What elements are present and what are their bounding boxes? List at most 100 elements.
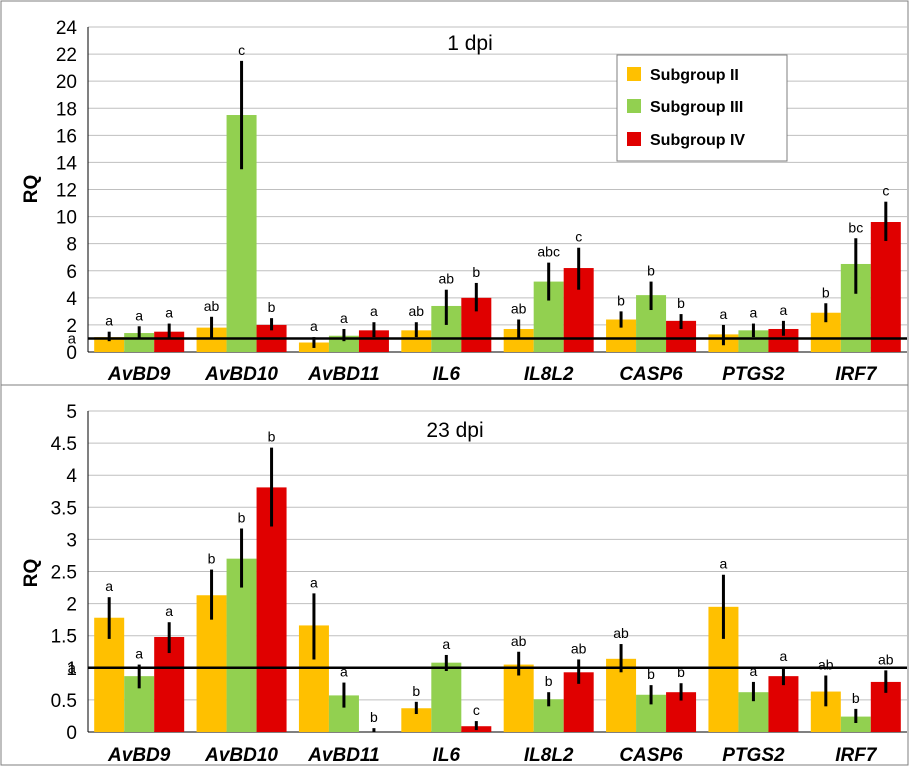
significance-label: c <box>238 42 245 58</box>
y-tick-label: 1 <box>66 659 77 680</box>
reference-line-label: a <box>68 330 77 347</box>
significance-label: b <box>472 264 480 280</box>
significance-label: b <box>617 292 625 308</box>
significance-label: a <box>135 646 143 662</box>
category-label: IL6 <box>433 364 461 385</box>
chart-title: 23 dpi <box>426 419 483 442</box>
y-tick-label: 2 <box>66 316 77 337</box>
bar <box>358 330 389 352</box>
chart-title: 1 dpi <box>447 32 493 55</box>
y-tick-label: 0.5 <box>51 691 77 712</box>
significance-label: b <box>370 709 378 725</box>
significance-label: b <box>268 429 276 445</box>
category-label: IRF7 <box>835 364 878 385</box>
y-axis-label: RQ <box>21 175 42 204</box>
significance-label: ab <box>511 301 527 317</box>
category-label: PTGS2 <box>722 364 785 385</box>
y-tick-label: 4.5 <box>51 434 77 455</box>
legend-label-subgroup-ii: Subgroup II <box>650 67 739 84</box>
y-tick-label: 5 <box>66 402 77 423</box>
y-tick-label: 8 <box>66 235 77 256</box>
category-label: AvBD10 <box>204 745 278 766</box>
significance-label: ab <box>409 303 425 319</box>
significance-label: a <box>310 318 318 334</box>
significance-label: a <box>135 307 143 323</box>
y-tick-label: 4 <box>66 289 77 310</box>
bar <box>256 487 287 732</box>
bar <box>328 335 359 352</box>
bar <box>94 337 125 352</box>
y-axis-label: RQ <box>21 559 42 588</box>
significance-label: bc <box>848 219 863 235</box>
category-label: IL8L2 <box>524 364 574 385</box>
significance-label: ab <box>818 657 834 673</box>
legend-swatch-subgroup-iv <box>627 132 641 146</box>
significance-label: b <box>677 295 685 311</box>
y-tick-label: 10 <box>56 208 77 229</box>
significance-label: ab <box>204 298 220 314</box>
bar <box>503 664 534 732</box>
significance-label: abc <box>537 244 560 260</box>
category-label: AvBD11 <box>307 745 379 766</box>
legend-box <box>616 54 788 162</box>
y-tick-label: 16 <box>56 126 77 147</box>
significance-label: c <box>575 229 582 245</box>
category-label: PTGS2 <box>722 745 785 766</box>
significance-label: a <box>105 313 113 329</box>
significance-label: b <box>268 299 276 315</box>
y-tick-label: 12 <box>56 181 77 202</box>
significance-label: a <box>720 556 728 572</box>
significance-label: a <box>105 578 113 594</box>
significance-label: b <box>822 284 830 300</box>
y-tick-label: 6 <box>66 262 77 283</box>
significance-label: b <box>545 673 553 689</box>
category-label: AvBD10 <box>204 364 278 385</box>
y-tick-label: 0 <box>66 343 77 364</box>
category-label: AvBD11 <box>307 364 379 385</box>
y-tick-label: 1.5 <box>51 627 77 648</box>
significance-label: b <box>208 551 216 567</box>
category-label: IL6 <box>433 745 461 766</box>
significance-label: ab <box>439 271 455 287</box>
category-label: CASP6 <box>619 745 683 766</box>
bar <box>768 676 799 732</box>
y-tick-label: 0 <box>66 723 77 744</box>
bar <box>738 330 769 352</box>
significance-label: b <box>852 690 860 706</box>
bar <box>401 708 432 732</box>
significance-label: a <box>442 636 450 652</box>
bar <box>768 328 799 352</box>
y-tick-label: 14 <box>56 153 78 174</box>
significance-label: a <box>340 310 348 326</box>
significance-label: a <box>780 648 788 664</box>
y-tick-label: 2.5 <box>51 563 77 584</box>
significance-label: c <box>473 702 480 718</box>
y-tick-label: 18 <box>56 99 77 120</box>
chart-1dpi: 1 dpi RQ Subgroup II Subgroup III Subgro… <box>21 18 907 385</box>
legend: Subgroup II Subgroup III Subgroup IV <box>616 54 788 162</box>
legend-label-subgroup-iv: Subgroup IV <box>650 132 745 149</box>
bar <box>154 331 185 352</box>
significance-label: a <box>720 306 728 322</box>
bar <box>840 716 871 732</box>
significance-label: b <box>647 666 655 682</box>
reference-line-label: a <box>68 660 77 677</box>
significance-label: ab <box>878 651 894 667</box>
significance-label: a <box>340 664 348 680</box>
y-tick-label: 2 <box>66 595 77 616</box>
significance-label: a <box>310 574 318 590</box>
bar <box>870 222 901 352</box>
significance-label: ab <box>613 625 629 641</box>
significance-label: a <box>750 305 758 321</box>
significance-label: a <box>780 302 788 318</box>
significance-label: c <box>882 183 889 199</box>
significance-label: a <box>165 603 173 619</box>
bar <box>431 662 462 732</box>
legend-label-subgroup-iii: Subgroup III <box>650 99 743 116</box>
significance-label: ab <box>511 633 527 649</box>
y-tick-label: 24 <box>56 18 78 39</box>
legend-swatch-subgroup-ii <box>627 67 641 81</box>
category-label: AvBD9 <box>107 364 171 385</box>
y-tick-label: 4 <box>66 466 77 487</box>
